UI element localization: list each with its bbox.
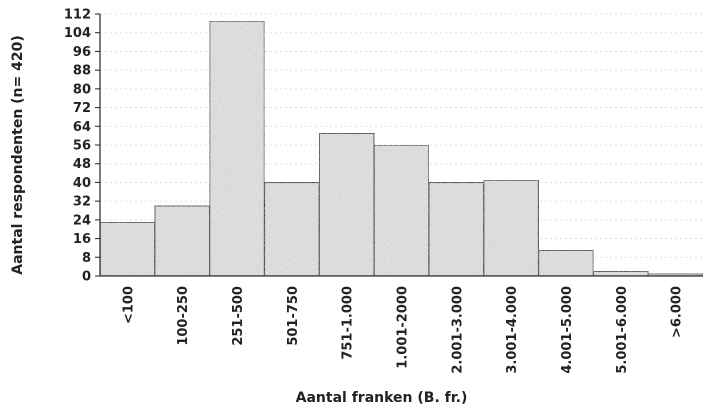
axes — [95, 13, 703, 277]
bar-2 — [154, 205, 211, 277]
y-tick-label: 56 — [73, 139, 91, 154]
y-tick-label: 40 — [73, 176, 91, 191]
x-tick-label: 751-1.000 — [341, 286, 356, 360]
x-tick-label: 501-750 — [286, 286, 301, 346]
x-tick-label: 5.001-6.000 — [615, 286, 630, 374]
bar-6 — [373, 144, 430, 277]
y-tick-label: 32 — [73, 195, 91, 210]
x-tick-label: 100-250 — [176, 286, 191, 346]
y-tick-label: 112 — [64, 8, 91, 23]
x-axis-title: Aantal franken (B. fr.) — [296, 390, 468, 406]
bars — [99, 20, 704, 277]
x-tick-label: 4.001-5.000 — [560, 286, 575, 374]
bar-1 — [99, 221, 156, 277]
y-tick-label: 24 — [73, 213, 91, 228]
y-tick-label: 80 — [73, 82, 91, 97]
x-tick-label: 1.001-2000 — [396, 286, 411, 369]
x-tick-label: <100 — [121, 286, 136, 324]
bar-4 — [263, 181, 320, 277]
y-tick-label: 8 — [82, 251, 91, 266]
x-tick-label: 2.001-3.000 — [450, 286, 465, 374]
y-tick-label: 16 — [73, 232, 91, 247]
y-tick-label: 48 — [73, 157, 91, 172]
y-tick-label: 72 — [73, 101, 91, 116]
y-tick-label: 64 — [73, 120, 91, 135]
x-tick-labels: <100 100-250 251-500 501-750 751-1.000 1.001-… — [121, 286, 684, 374]
y-tick-labels: 0 8 16 24 32 40 48 56 64 72 80 88 96 104 112 — [64, 8, 91, 285]
y-tick-label: 96 — [73, 45, 91, 60]
bar-7 — [428, 181, 485, 277]
x-tick-label: >6.000 — [670, 286, 685, 338]
x-tick-label: 251-500 — [231, 286, 246, 346]
bar-5 — [318, 132, 375, 277]
y-tick-label: 0 — [82, 270, 91, 285]
y-tick-label: 104 — [64, 26, 91, 41]
bar-10 — [592, 270, 649, 277]
bar-3 — [208, 20, 266, 277]
bar-9 — [537, 249, 595, 277]
x-tick-label: 3.001-4.000 — [505, 286, 520, 374]
y-tick-label: 88 — [73, 64, 91, 79]
y-axis-title: Aantal respondenten (n= 420) — [10, 35, 26, 275]
bar-8 — [483, 179, 540, 277]
